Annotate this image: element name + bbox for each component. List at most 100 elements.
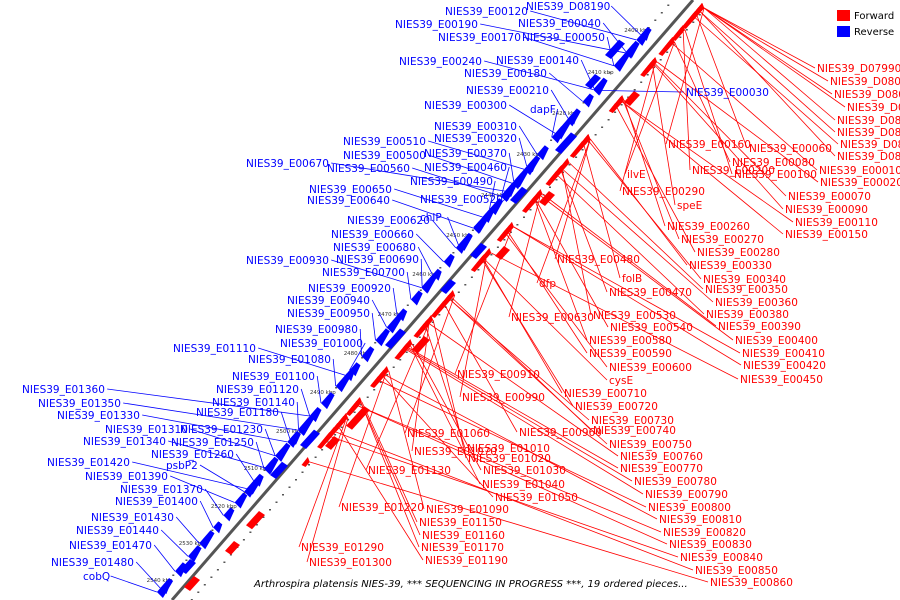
forward-gene-label[interactable]: NIES39_E00270 [681,234,764,246]
reverse-gene-label[interactable]: NIES39_E00980 [275,324,358,336]
forward-gene-label[interactable]: NIES39_E00160 [668,139,751,151]
forward-gene-label[interactable]: NIES39_E00470 [609,287,692,299]
reverse-gene-label[interactable]: NIES39_E00180 [464,68,547,80]
forward-gene-label[interactable]: NIES39_E00860 [710,577,793,589]
forward-gene-label[interactable]: NIES39_E01300 [309,557,392,569]
forward-gene-label[interactable]: NIES39_E00330 [689,260,772,272]
reverse-gene-label[interactable]: NIES39_E00120 [445,6,528,18]
forward-gene-label[interactable]: NIES39_E00450 [740,374,823,386]
reverse-gene-label[interactable]: cobQ [83,571,110,583]
reverse-gene-label[interactable]: NIES39_E00500 [343,150,426,162]
reverse-gene-label[interactable]: psbP2 [166,460,198,472]
forward-gene-label[interactable]: NIES39_E00410 [742,348,825,360]
reverse-gene-label[interactable]: NIES39_E00650 [309,184,392,196]
reverse-gene-label[interactable]: NIES39_E00320 [434,133,517,145]
reverse-gene-label[interactable]: NIES39_E00040 [518,18,601,30]
reverse-gene-label[interactable]: NIES39_E01480 [51,557,134,569]
reverse-gene-label[interactable]: NIES39_E01310 [105,424,188,436]
forward-gene-label[interactable]: NIES39_E01060 [407,428,490,440]
reverse-gene-label[interactable]: NIES39_E01230 [180,424,263,436]
reverse-gene-label[interactable]: NIES39_E00510 [343,136,426,148]
reverse-gene-label[interactable]: dapF [530,104,556,116]
reverse-gene-label[interactable]: NIES39_E01470 [69,540,152,552]
reverse-gene-label[interactable]: NIES39_E01080 [248,354,331,366]
forward-gene-label[interactable]: NIES39_D08090 [837,115,900,127]
reverse-gene-label[interactable]: NIES39_E01400 [115,496,198,508]
forward-gene-label[interactable]: NIES39_E01070 [414,446,497,458]
reverse-gene-label[interactable]: NIES39_E01350 [38,398,121,410]
forward-gene-label[interactable]: NIES39_D08120 [840,139,900,151]
reverse-gene-label[interactable]: NIES39_E00170 [438,32,521,44]
forward-gene-label[interactable]: NIES39_E01160 [422,530,505,542]
forward-gene-label[interactable]: NIES39_E00340 [703,274,786,286]
forward-gene-label[interactable]: NIES39_E00590 [589,348,672,360]
forward-gene-label[interactable]: NIES39_E01090 [426,504,509,516]
reverse-gene-label[interactable]: NIES39_E01120 [216,384,299,396]
reverse-gene-label[interactable]: NIES39_E00930 [246,255,329,267]
forward-gene-label[interactable]: NIES39_E00840 [680,552,763,564]
forward-gene-label[interactable]: NIES39_D08110 [837,127,900,139]
forward-gene-label[interactable]: ilvE [627,169,646,181]
reverse-gene-label[interactable]: NIES39_E00190 [395,19,478,31]
forward-gene-label[interactable]: NIES39_E00600 [609,362,692,374]
forward-gene-label[interactable]: NIES39_E01040 [482,479,565,491]
reverse-gene-label[interactable]: NIES39_E00490 [410,176,493,188]
forward-gene-label[interactable]: NIES39_E00150 [785,229,868,241]
reverse-gene-label[interactable]: NIES39_E01420 [47,457,130,469]
forward-gene-label[interactable]: NIES39_E01020 [468,453,551,465]
forward-gene-label[interactable]: NIES39_E00710 [564,388,647,400]
reverse-gene-label[interactable]: NIES39_E00370 [424,148,507,160]
forward-gene-label[interactable]: NIES39_E01170 [421,542,504,554]
reverse-gene-label[interactable]: NIES39_D08190 [526,1,610,13]
reverse-gene-label[interactable]: NIES39_E01360 [22,384,105,396]
reverse-gene-label[interactable]: NIES39_E00920 [308,283,391,295]
reverse-gene-label[interactable]: NIES39_E00140 [496,55,579,67]
forward-gene-label[interactable]: NIES39_E00380 [706,309,789,321]
reverse-gene-label[interactable]: NIES39_E00560 [327,163,410,175]
forward-gene-label[interactable]: NIES39_E01190 [425,555,508,567]
forward-gene-label[interactable]: NIES39_E00630 [511,312,594,324]
forward-gene-label[interactable]: NIES39_E01010 [467,443,550,455]
forward-gene-label[interactable]: NIES39_E00010 [819,165,900,177]
forward-gene-label[interactable]: NIES39_E00580 [589,335,672,347]
forward-gene-label[interactable]: NIES39_D08170 [837,151,900,163]
reverse-gene-label[interactable]: NIES39_E00660 [331,229,414,241]
forward-gene-label[interactable]: NIES39_E01050 [495,492,578,504]
reverse-gene-label[interactable]: NIES39_E01370 [120,484,203,496]
forward-gene-label[interactable]: NIES39_E00740 [593,425,676,437]
forward-gene-label[interactable]: NIES39_E00830 [669,539,752,551]
forward-gene-label[interactable]: NIES39_E01130 [368,465,451,477]
forward-gene-label[interactable]: NIES39_E00200 [692,165,775,177]
forward-gene-label[interactable]: NIES39_E00810 [659,514,742,526]
forward-gene-label[interactable]: NIES39_D08020 [834,89,900,101]
reverse-gene-label[interactable]: NIES39_E01430 [91,512,174,524]
forward-gene-label[interactable]: NIES39_E01290 [301,542,384,554]
forward-gene-label[interactable]: dfp [539,278,556,290]
reverse-gene-label[interactable]: NIES39_E01140 [212,397,295,409]
reverse-gene-label[interactable]: NIES39_E00620 [347,215,430,227]
reverse-gene-label[interactable]: NIES39_E01000 [280,338,363,350]
forward-gene-label[interactable]: NIES39_E00790 [645,489,728,501]
forward-gene-label[interactable]: NIES39_D07990 [817,63,900,75]
reverse-gene-label[interactable]: NIES39_E01100 [232,371,315,383]
forward-gene-label[interactable]: NIES39_E00760 [620,451,703,463]
reverse-gene-label[interactable]: NIES39_E00460 [424,162,507,174]
reverse-gene-label[interactable]: NIES39_E01390 [85,471,168,483]
reverse-gene-label[interactable]: NIES39_E00640 [307,195,390,207]
reverse-gene-label[interactable]: NIES39_E00520 [420,194,503,206]
forward-gene-label[interactable]: NIES39_E00800 [648,502,731,514]
forward-gene-label[interactable]: NIES39_E00910 [457,369,540,381]
forward-gene-label[interactable]: NIES39_E00780 [634,476,717,488]
reverse-gene-label[interactable]: chlP [420,212,442,224]
forward-gene-label[interactable]: NIES39_E00820 [663,527,746,539]
reverse-gene-label[interactable]: NIES39_E00240 [399,56,482,68]
forward-gene-label[interactable]: NIES39_E00260 [667,221,750,233]
reverse-gene-label[interactable]: NIES39_E01260 [151,449,234,461]
reverse-gene-label[interactable]: NIES39_E00940 [287,295,370,307]
forward-gene-label[interactable]: NIES39_E00730 [591,415,674,427]
forward-gene-label[interactable]: cysE [609,375,633,387]
forward-gene-label[interactable]: NIES39_D08000 [830,76,900,88]
forward-gene-label[interactable]: NIES39_E00530 [593,310,676,322]
forward-gene-label[interactable]: NIES39_E00990 [462,392,545,404]
forward-gene-label[interactable]: NIES39_E00100 [734,169,817,181]
